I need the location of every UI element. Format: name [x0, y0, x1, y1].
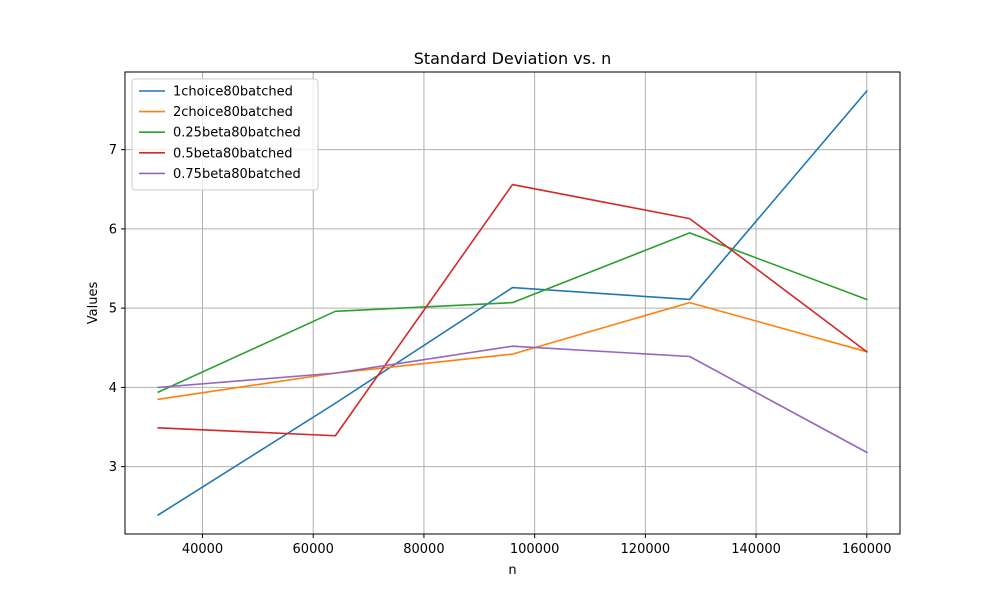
y-tick-label: 5 [109, 302, 117, 317]
legend: 1choice80batched 2choice80batched 0.25beta… [131, 78, 319, 191]
x-axis-label: n [508, 563, 516, 578]
x-tick-label: 60000 [293, 542, 334, 557]
axis-ticks: 40000 60000 80000 100000 120000 140000 160000 3… [109, 143, 892, 557]
x-tick-label: 100000 [510, 542, 560, 557]
series-line-2 [157, 301, 868, 401]
series-line-5 [157, 345, 868, 454]
grid [125, 72, 900, 534]
legend-entry-label: 0.75beta80batched [173, 167, 301, 182]
series-line-3 [157, 232, 868, 394]
legend-entry-label: 0.5beta80batched [173, 146, 292, 161]
legend-entry-label: 1choice80batched [173, 85, 293, 100]
y-tick-label: 6 [109, 222, 117, 237]
series-lines [157, 89, 868, 517]
y-tick-label: 3 [109, 460, 117, 475]
x-tick-label: 160000 [842, 542, 892, 557]
chart-title: Standard Deviation vs. n [414, 49, 612, 68]
x-tick-label: 80000 [403, 542, 444, 557]
series-line-1 [157, 89, 868, 517]
y-tick-label: 4 [109, 381, 117, 396]
legend-entry-label: 0.25beta80batched [173, 126, 301, 141]
x-tick-label: 40000 [182, 542, 223, 557]
series-line-4 [157, 183, 868, 437]
y-axis-label: Values [86, 282, 101, 325]
legend-box [131, 78, 319, 191]
x-tick-label: 140000 [731, 542, 781, 557]
plot-frame [124, 71, 901, 535]
x-tick-label: 120000 [621, 542, 671, 557]
legend-entry-label: 2choice80batched [173, 105, 293, 120]
y-tick-label: 7 [109, 143, 117, 158]
